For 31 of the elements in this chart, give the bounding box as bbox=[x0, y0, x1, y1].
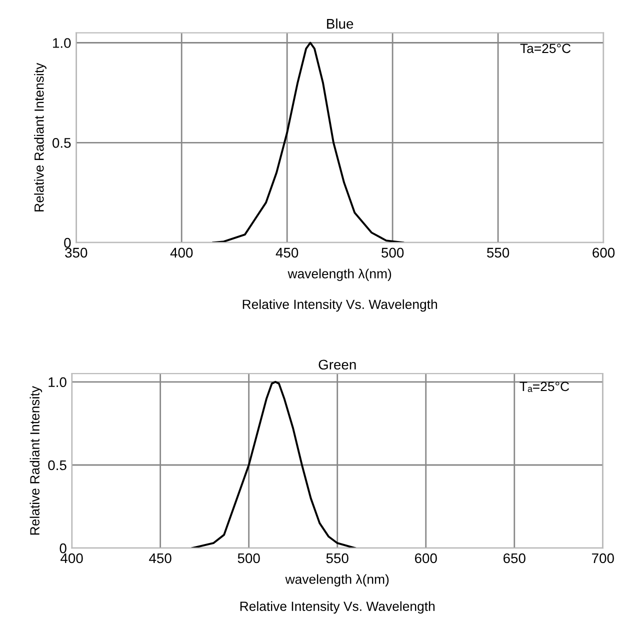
x-tick-label: 600 bbox=[414, 553, 437, 564]
line-series bbox=[191, 380, 356, 548]
x-tick-label: 450 bbox=[276, 248, 298, 258]
chart-title: Green bbox=[318, 360, 356, 370]
y-tick-label: 1.0 bbox=[53, 38, 71, 48]
y-tick-label: 0 bbox=[60, 543, 66, 554]
annotation: Tₐ=25°C bbox=[520, 382, 570, 392]
line-series bbox=[212, 42, 404, 243]
annotation: Ta=25°C bbox=[520, 44, 571, 54]
x-tick-label: 350 bbox=[65, 248, 88, 258]
y-tick-label: 0 bbox=[64, 238, 71, 248]
x-tick-label: 600 bbox=[592, 248, 615, 258]
x-tick-label: 500 bbox=[382, 248, 404, 258]
x-tick-label: 400 bbox=[170, 248, 193, 258]
x-tick-label: 550 bbox=[326, 553, 348, 564]
x-tick-label: 550 bbox=[487, 248, 510, 258]
x-axis-title: wavelength λ(nm) bbox=[285, 574, 389, 587]
chart-title: Blue bbox=[327, 18, 354, 29]
y-axis-title: Relative Radiant Intensity bbox=[34, 62, 46, 212]
x-tick-label: 450 bbox=[149, 553, 172, 564]
y-axis-title: Relative Radiant Intensity bbox=[30, 386, 42, 535]
y-tick-label: 0.5 bbox=[52, 138, 71, 148]
x-tick-label: 700 bbox=[592, 553, 614, 564]
text: Relative Intensity Vs. Wavelength bbox=[242, 299, 438, 312]
x-tick-label: 650 bbox=[504, 553, 526, 564]
y-tick-label: 0.5 bbox=[48, 460, 66, 470]
text: Relative Intensity Vs. Wavelength bbox=[240, 601, 435, 614]
x-axis-title: wavelength λ(nm) bbox=[288, 268, 392, 281]
x-tick-label: 400 bbox=[60, 553, 83, 564]
x-tick-label: 500 bbox=[238, 553, 260, 564]
y-tick-label: 1.0 bbox=[48, 377, 66, 388]
